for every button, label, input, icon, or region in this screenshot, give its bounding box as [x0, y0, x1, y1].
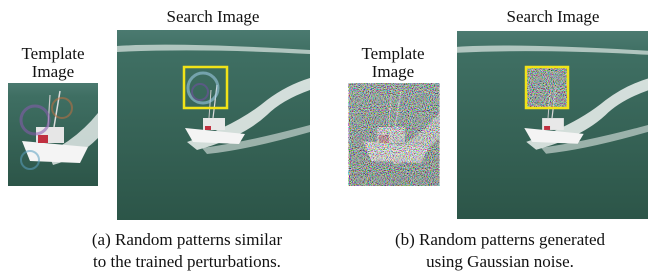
caption: (b) Random patterns generated	[395, 230, 606, 249]
caption: using Gaussian noise.	[426, 252, 574, 271]
search-label: Search Image	[507, 7, 600, 26]
gaussian-noise	[526, 67, 568, 108]
template-image	[8, 83, 98, 186]
caption: (a) Random patterns similar	[92, 230, 283, 249]
template-label: Image	[372, 62, 414, 81]
figure: Template Image Search Image (a) Random p…	[0, 0, 650, 271]
caption: to the trained perturbations.	[93, 252, 281, 271]
template-label: Image	[32, 62, 74, 81]
template-label: Template	[361, 44, 424, 63]
gaussian-noise	[348, 83, 440, 186]
template-label: Template	[21, 44, 84, 63]
search-label: Search Image	[167, 7, 260, 26]
search-image	[457, 31, 648, 219]
search-image	[117, 30, 310, 220]
